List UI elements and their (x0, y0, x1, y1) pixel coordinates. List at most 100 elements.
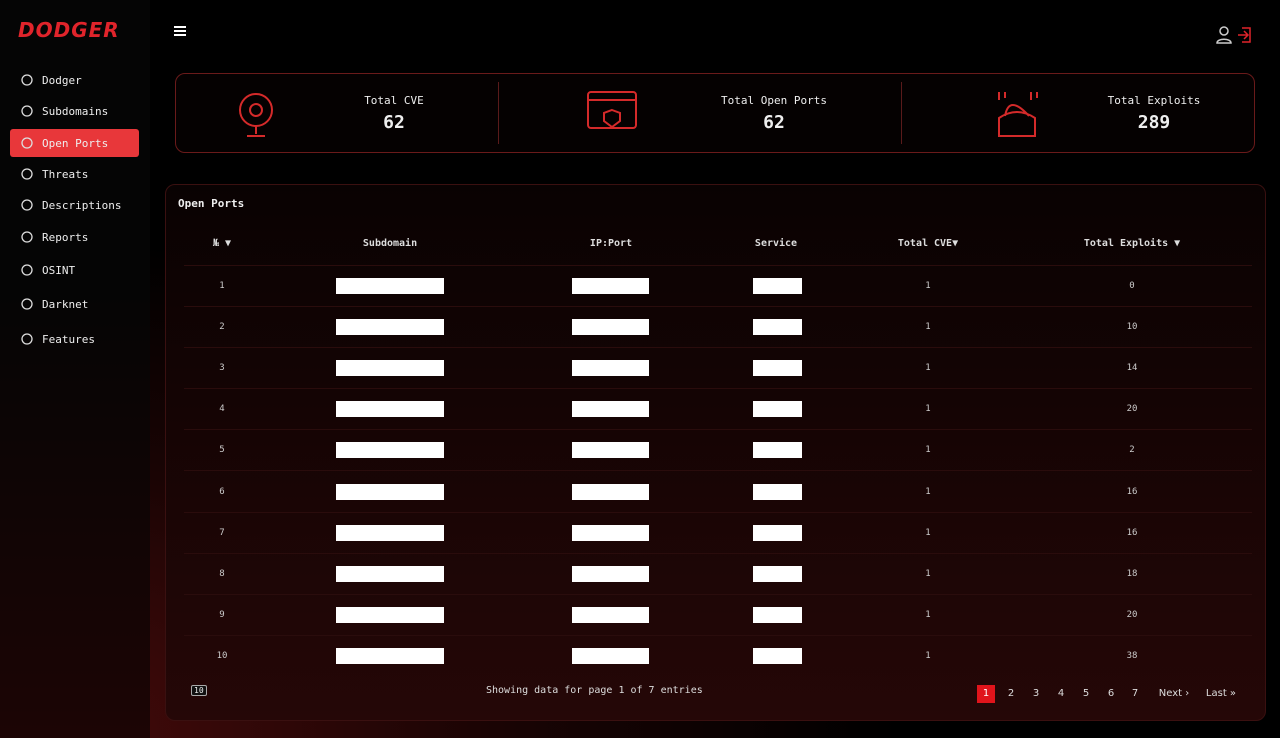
total-exploits: 16 (1127, 528, 1138, 538)
total-exploits: 16 (1127, 487, 1138, 497)
total-cve: 1 (925, 610, 930, 620)
redacted-cell (572, 647, 649, 664)
total-exploits: 18 (1127, 569, 1138, 579)
label: 2 (1129, 445, 1135, 456)
label: 10 (216, 650, 228, 661)
redacted-cell (336, 565, 444, 582)
row-number: 9 (219, 610, 224, 620)
label: 5 (1082, 688, 1090, 699)
page-size-select[interactable]: 10 (191, 685, 207, 696)
nav-label: OSINT (42, 263, 76, 277)
row-number: 3 (219, 363, 224, 373)
label: 7 (1131, 688, 1139, 699)
redacted-cell (572, 319, 649, 336)
total-cve: 1 (925, 528, 930, 538)
label: Total CVE (364, 94, 424, 107)
total-exploits: 10 (1127, 322, 1138, 332)
brand: DODGER (18, 18, 120, 42)
label: 18 (1126, 568, 1138, 579)
nav-icon (21, 333, 33, 345)
nav-icon (21, 231, 33, 243)
label: Total CVE▼ (897, 238, 959, 249)
row-number: 7 (219, 528, 224, 538)
nav-label: Features (42, 332, 95, 346)
nav-item[interactable]: Dodger (10, 66, 139, 94)
label: 8 (219, 568, 225, 579)
page-button[interactable]: 6 (1104, 685, 1118, 703)
row-number: 8 (219, 569, 224, 579)
page-button[interactable]: 3 (1029, 685, 1043, 703)
row-number: 10 (217, 651, 228, 661)
stat-value: 62 (314, 112, 474, 133)
table-card: Open Ports № ▼ Subdomain IP:Port Service Tot… (165, 184, 1266, 721)
label: 1 (925, 568, 931, 579)
page-button[interactable]: 1 (977, 685, 995, 703)
nav-label: Dodger (42, 73, 82, 87)
redacted-cell (753, 319, 802, 336)
column-header: Service (755, 238, 797, 249)
nav-label: Threats (42, 167, 89, 181)
redacted-cell (753, 442, 802, 459)
page-button[interactable]: 7 (1128, 685, 1142, 703)
nav-label: Open Ports (42, 136, 109, 150)
label: 16 (1126, 527, 1138, 538)
nav-item[interactable]: OSINT (10, 256, 139, 284)
label: 2 (1007, 688, 1015, 699)
redacted-cell (572, 606, 649, 623)
nav-item[interactable]: Subdomains (10, 97, 139, 125)
page-button[interactable]: Next › (1154, 685, 1194, 703)
nav-item[interactable]: Threats (10, 160, 139, 188)
total-cve: 1 (925, 404, 930, 414)
page-button[interactable]: 2 (1004, 685, 1018, 703)
row-divider (184, 265, 1252, 266)
nav-item[interactable]: Descriptions (10, 191, 139, 219)
user-actions[interactable] (1214, 25, 1256, 45)
nav-icon (21, 199, 33, 211)
nav-icon (21, 298, 33, 310)
page-button[interactable]: Last » (1201, 685, 1241, 703)
label: 289 (1137, 112, 1171, 133)
stat-value: 62 (694, 112, 854, 133)
nav-label: Descriptions (42, 198, 122, 212)
column-header: Subdomain (363, 238, 417, 249)
nav-icon (21, 168, 33, 180)
total-exploits: 20 (1127, 404, 1138, 414)
nav-icon (21, 105, 33, 117)
row-divider (184, 388, 1252, 390)
nav-item[interactable]: Darknet (10, 290, 139, 318)
redacted-cell (336, 647, 444, 664)
label: Service (754, 238, 798, 249)
label: Next › (1158, 688, 1190, 699)
stat: Total Open Ports 62 (501, 74, 851, 152)
nav-item[interactable]: Reports (10, 223, 139, 251)
label: 1 (925, 281, 931, 291)
menu-button[interactable] (173, 24, 187, 38)
label: 62 (383, 112, 405, 133)
label: 4 (1057, 688, 1065, 699)
redacted-cell (336, 483, 444, 500)
separator (901, 82, 902, 144)
nav-item[interactable]: Features (10, 325, 139, 353)
row-number: 5 (219, 445, 224, 455)
stat-label: Total Open Ports (694, 94, 854, 107)
total-exploits: 0 (1129, 281, 1134, 291)
label: 6 (1107, 688, 1115, 699)
page-button[interactable]: 5 (1079, 685, 1093, 703)
row-divider (184, 306, 1252, 307)
stat-icon (998, 92, 1038, 137)
total-exploits: 2 (1129, 445, 1134, 455)
redacted-cell (336, 442, 444, 459)
column-header: IP:Port (590, 238, 632, 249)
stats-card: Total CVE 62 Total Open Ports 62 Total Explo… (175, 73, 1255, 153)
label: 1 (982, 688, 990, 699)
page-button[interactable]: 4 (1054, 685, 1068, 703)
label: 20 (1126, 404, 1138, 415)
stat: Total CVE 62 (176, 74, 496, 152)
redacted-cell (753, 606, 802, 623)
row-number: 4 (219, 404, 224, 414)
redacted-cell (753, 401, 802, 418)
label: № ▼ (212, 238, 232, 249)
label: 1 (925, 404, 931, 415)
nav-item[interactable]: Open Ports (10, 129, 139, 157)
